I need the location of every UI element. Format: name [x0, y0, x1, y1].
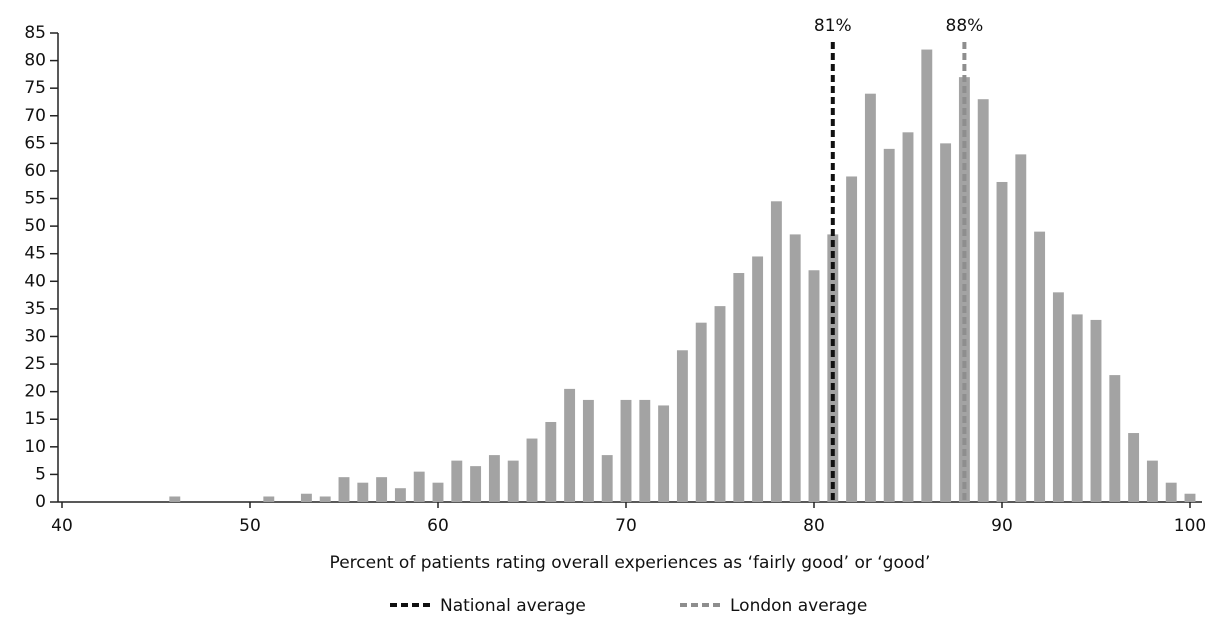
bar — [507, 460, 519, 502]
bar — [1146, 460, 1158, 502]
y-tick-label: 30 — [24, 326, 46, 346]
legend-label: National average — [440, 596, 586, 616]
reference-label: 81% — [814, 16, 852, 36]
bar — [639, 399, 651, 502]
x-tick-label: 100 — [1174, 516, 1206, 536]
x-axis-label: Percent of patients rating overall exper… — [330, 553, 931, 573]
y-tick-label: 20 — [24, 382, 46, 402]
bar — [338, 477, 350, 502]
bar — [1090, 319, 1102, 502]
y-tick-label: 35 — [24, 299, 46, 319]
bar — [827, 234, 839, 503]
bar — [526, 438, 538, 502]
bar — [977, 99, 989, 502]
bar — [263, 496, 275, 502]
bar — [658, 405, 670, 502]
bar — [714, 306, 726, 502]
bar — [1071, 314, 1083, 502]
bar — [996, 181, 1008, 502]
bar — [300, 493, 312, 502]
y-tick-label: 45 — [24, 244, 46, 264]
bar — [601, 455, 613, 502]
bar — [808, 270, 820, 502]
reference-label: 88% — [946, 16, 984, 36]
bar — [470, 466, 482, 502]
y-tick-label: 40 — [24, 271, 46, 291]
y-tick-label: 65 — [24, 133, 46, 153]
bar — [846, 176, 858, 503]
bar — [770, 201, 782, 502]
y-tick-label: 5 — [35, 464, 46, 484]
bar — [413, 471, 425, 502]
bar — [545, 421, 557, 502]
y-tick-label: 60 — [24, 161, 46, 181]
bar — [733, 273, 745, 502]
bar — [451, 460, 463, 502]
bar — [1052, 292, 1064, 502]
bar — [432, 482, 444, 502]
bar — [921, 49, 933, 502]
x-tick-label: 70 — [615, 516, 637, 536]
bar — [1184, 493, 1196, 502]
bar — [864, 93, 876, 502]
y-tick-label: 0 — [35, 492, 46, 512]
bar — [169, 496, 181, 502]
bar — [1128, 433, 1140, 502]
bar — [488, 455, 500, 502]
bar — [1015, 154, 1027, 502]
bar — [1034, 231, 1046, 502]
y-tick-label: 10 — [24, 437, 46, 457]
bar — [1165, 482, 1177, 502]
x-tick-label: 80 — [803, 516, 825, 536]
y-tick-label: 55 — [24, 189, 46, 209]
y-tick-label: 85 — [24, 23, 46, 43]
bar — [319, 496, 331, 502]
bar — [582, 399, 594, 502]
bar — [376, 477, 388, 502]
x-tick-label: 90 — [991, 516, 1013, 536]
x-tick-label: 50 — [239, 516, 261, 536]
bar — [620, 399, 632, 502]
y-tick-label: 80 — [24, 51, 46, 71]
legend-label: London average — [730, 596, 867, 616]
bar — [940, 143, 952, 502]
y-tick-label: 25 — [24, 354, 46, 374]
bar — [883, 148, 895, 502]
y-tick-label: 50 — [24, 216, 46, 236]
bar — [394, 488, 406, 502]
bar — [789, 234, 801, 503]
y-tick-label: 75 — [24, 78, 46, 98]
bar — [676, 350, 688, 502]
bar — [752, 256, 764, 502]
x-tick-label: 60 — [427, 516, 449, 536]
bar — [564, 388, 576, 502]
bar — [357, 482, 369, 502]
y-tick-label: 70 — [24, 106, 46, 126]
y-tick-label: 15 — [24, 409, 46, 429]
bar — [902, 132, 914, 503]
x-tick-label: 40 — [51, 516, 73, 536]
bar — [1109, 375, 1121, 502]
bar — [695, 322, 707, 502]
